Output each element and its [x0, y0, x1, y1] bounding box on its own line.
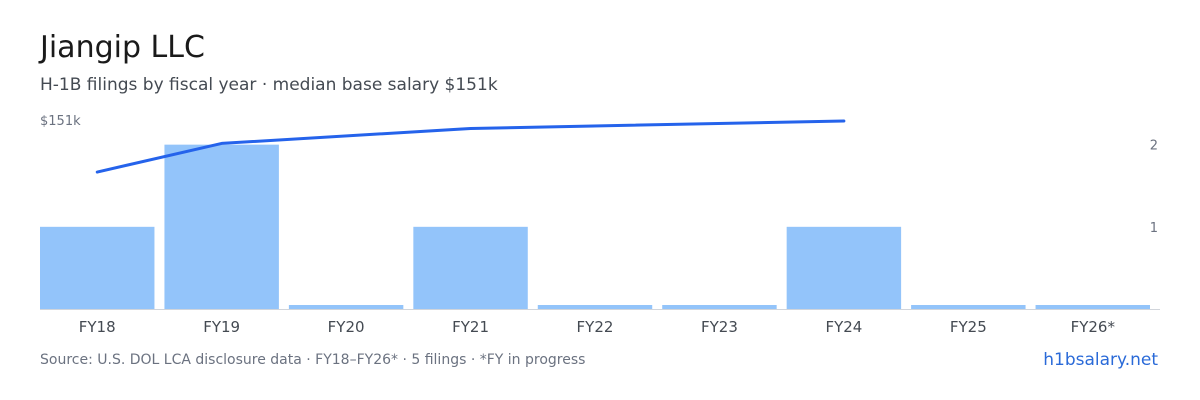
salary-line-group: [95, 119, 846, 174]
source-note: Source: U.S. DOL LCA disclosure data · F…: [40, 352, 586, 368]
x-tick-label: FY20: [328, 318, 365, 336]
bar-fy22: [537, 305, 653, 309]
right-tick-label: 2: [1150, 139, 1158, 154]
right-axis: 12: [1150, 139, 1158, 236]
bar-fy24: [786, 226, 902, 309]
bar-fy19: [164, 144, 279, 309]
x-tick-label: FY21: [452, 318, 489, 336]
site-link[interactable]: h1bsalary.net: [1043, 350, 1158, 370]
bar-fy25: [911, 305, 1026, 309]
salary-line: [95, 119, 846, 174]
x-tick-label: FY24: [825, 318, 862, 336]
x-tick-label: FY22: [577, 318, 614, 336]
left-axis-top-label: $151k: [40, 114, 81, 129]
right-tick-label: 1: [1150, 221, 1158, 236]
bar-fy26-star: [1035, 305, 1150, 309]
x-tick-label: FY26*: [1071, 318, 1116, 336]
bar-fy18: [40, 226, 155, 309]
chart-subtitle: H-1B filings by fiscal year · median bas…: [40, 75, 498, 95]
x-tick-label: FY19: [203, 318, 240, 336]
x-axis: FY18 FY19 FY20 FY21 FY22 FY23 FY24 FY25 FY26*: [79, 318, 1116, 336]
bars-group: [40, 144, 1150, 309]
x-tick-label: FY23: [701, 318, 738, 336]
bar-fy21: [413, 226, 528, 309]
page-title: Jiangip LLC: [40, 30, 205, 65]
x-tick-label: FY25: [950, 318, 987, 336]
bar-fy20: [288, 305, 404, 309]
bar-fy23: [662, 305, 777, 309]
x-tick-label: FY18: [79, 318, 116, 336]
